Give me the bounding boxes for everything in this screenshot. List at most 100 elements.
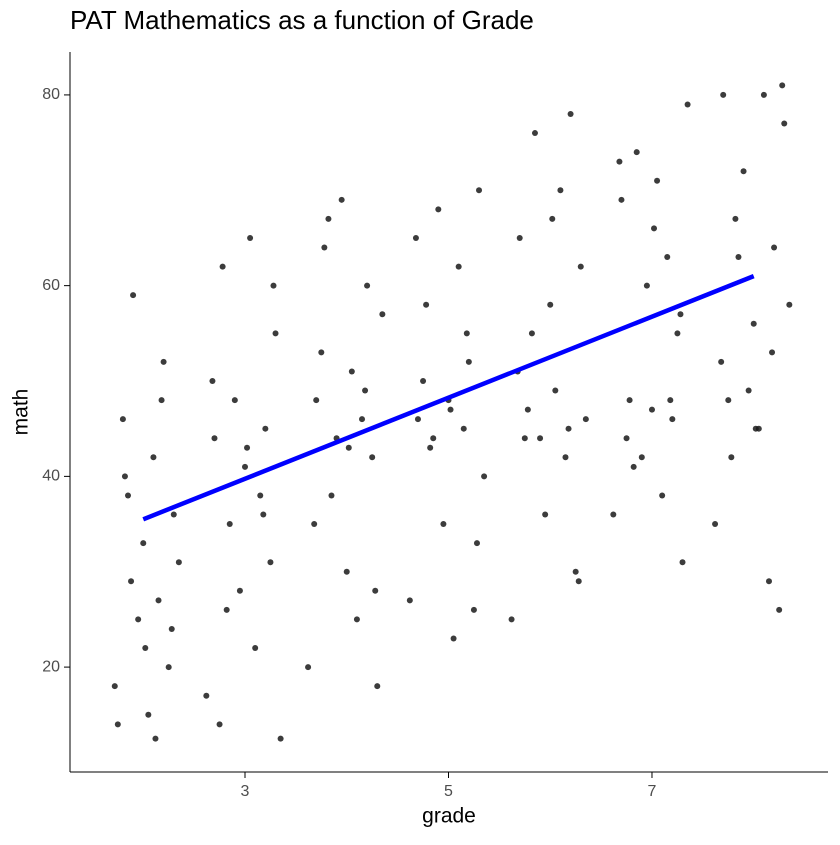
point xyxy=(455,263,462,270)
point xyxy=(121,473,128,480)
point xyxy=(313,397,320,404)
point xyxy=(465,358,472,365)
point xyxy=(463,330,470,337)
point xyxy=(311,521,318,528)
point xyxy=(752,425,759,432)
point xyxy=(155,597,162,604)
point xyxy=(270,282,277,289)
point xyxy=(712,521,719,528)
point xyxy=(130,292,137,299)
point xyxy=(364,282,371,289)
point xyxy=(175,559,182,566)
point xyxy=(582,416,589,423)
x-tick-label: 3 xyxy=(241,783,250,800)
point xyxy=(423,301,430,308)
point xyxy=(725,397,732,404)
point xyxy=(720,91,727,98)
point xyxy=(531,130,538,137)
point xyxy=(481,473,488,480)
point xyxy=(226,521,233,528)
point xyxy=(654,177,661,184)
point xyxy=(447,406,454,413)
point xyxy=(623,435,630,442)
point xyxy=(140,540,147,547)
point xyxy=(114,721,121,728)
point xyxy=(262,425,269,432)
point xyxy=(460,425,467,432)
point xyxy=(160,358,167,365)
point xyxy=(470,606,477,613)
point xyxy=(684,101,691,108)
point xyxy=(450,635,457,642)
point xyxy=(362,387,369,394)
point xyxy=(552,387,559,394)
point xyxy=(557,187,564,194)
point xyxy=(359,416,366,423)
point xyxy=(516,234,523,241)
point xyxy=(305,664,312,671)
point xyxy=(223,606,230,613)
point xyxy=(610,511,617,518)
point xyxy=(616,158,623,165)
point xyxy=(247,234,254,241)
point xyxy=(765,578,772,585)
point xyxy=(277,735,284,742)
fit-line xyxy=(142,274,755,522)
point xyxy=(242,463,249,470)
point xyxy=(549,215,556,222)
point xyxy=(219,263,226,270)
point xyxy=(412,234,419,241)
point xyxy=(216,721,223,728)
point xyxy=(168,625,175,632)
point xyxy=(236,587,243,594)
point xyxy=(728,454,735,461)
point xyxy=(638,454,645,461)
point xyxy=(760,91,767,98)
point xyxy=(209,378,216,385)
point xyxy=(374,683,381,690)
y-axis-title: math xyxy=(10,389,33,436)
point xyxy=(150,454,157,461)
point xyxy=(577,263,584,270)
point xyxy=(427,444,434,451)
point xyxy=(135,616,142,623)
point xyxy=(575,578,582,585)
y-tick-label: 80 xyxy=(42,86,60,103)
point xyxy=(779,82,786,89)
point xyxy=(321,244,328,251)
point xyxy=(420,378,427,385)
x-axis-title: grade xyxy=(422,805,476,828)
point xyxy=(343,568,350,575)
point xyxy=(776,606,783,613)
point xyxy=(231,397,238,404)
chart-title: PAT Mathematics as a function of Grade xyxy=(70,5,534,35)
point xyxy=(626,397,633,404)
point xyxy=(338,196,345,203)
point xyxy=(651,225,658,232)
point xyxy=(745,387,752,394)
y-tick-label: 60 xyxy=(42,277,60,294)
point xyxy=(669,416,676,423)
point xyxy=(372,587,379,594)
point xyxy=(618,196,625,203)
y-tick-label: 20 xyxy=(42,658,60,675)
x-tick-label: 7 xyxy=(648,783,657,800)
point xyxy=(379,311,386,318)
point xyxy=(257,492,264,499)
point xyxy=(406,597,413,604)
point xyxy=(732,215,739,222)
point xyxy=(524,406,531,413)
y-tick-label: 40 xyxy=(42,468,60,485)
point xyxy=(750,320,757,327)
point xyxy=(152,735,159,742)
point xyxy=(565,425,572,432)
point xyxy=(786,301,793,308)
point xyxy=(111,683,118,690)
point xyxy=(572,568,579,575)
point xyxy=(158,397,165,404)
point xyxy=(318,349,325,356)
point xyxy=(203,692,210,699)
point xyxy=(473,540,480,547)
point xyxy=(260,511,267,518)
